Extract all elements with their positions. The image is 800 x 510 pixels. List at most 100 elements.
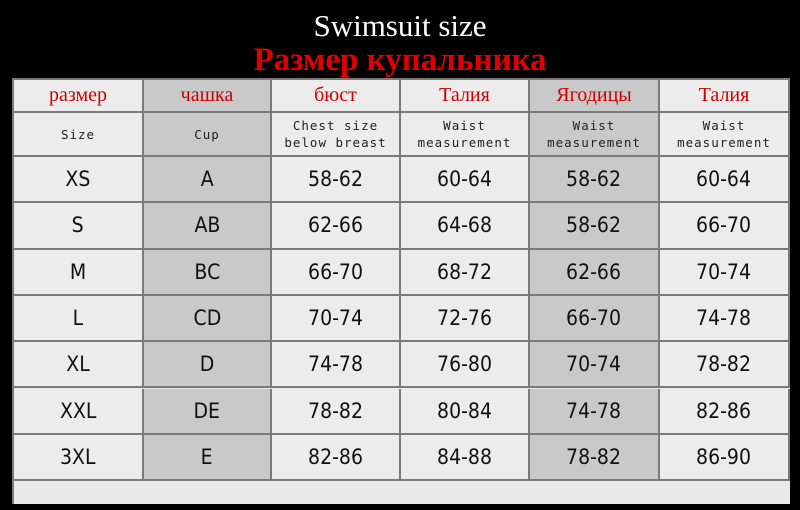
table-cell: 74-78 [660, 295, 790, 343]
cell-value: 78-82 [308, 398, 363, 423]
header-row-russian: размер чашка бюст Талия Ягодицы Талия [14, 80, 790, 113]
cell-value: XXL [59, 398, 97, 423]
header-label: Ягодицы [556, 84, 632, 106]
cell-value: 66-70 [308, 259, 363, 284]
table-row: S AB 62-66 64-68 58-62 66-70 [14, 203, 790, 250]
header-label: Chest size below breast [284, 118, 387, 150]
table-cell: 80-84 [401, 388, 530, 435]
table-cell: 70-74 [660, 249, 790, 296]
header-cell: Талия [660, 80, 790, 113]
header-label: Талия [439, 84, 490, 106]
table-cell: XXL [14, 388, 144, 435]
table-cell: 70-74 [530, 342, 660, 389]
table-cell: BC [144, 249, 272, 296]
table-cell: 60-64 [401, 157, 530, 204]
cell-value: 64-68 [437, 213, 492, 238]
table-cell: 84-88 [401, 434, 530, 482]
header-row-english: Size Cup Chest size below breast Waist m… [14, 113, 790, 157]
cell-value: 86-90 [696, 444, 752, 469]
table-cell: 68-72 [401, 249, 530, 296]
header-cell: чашка [144, 80, 272, 113]
cell-value: 62-66 [308, 213, 363, 238]
cell-value: 62-66 [566, 259, 622, 284]
header-cell: Waist measurement [401, 113, 530, 157]
table-row: M BC 66-70 68-72 62-66 70-74 [14, 249, 790, 296]
table-cell: 64-68 [401, 203, 530, 250]
table-cell: 78-82 [530, 434, 660, 482]
table-cell: 74-78 [272, 342, 401, 389]
cell-value: A [200, 167, 214, 192]
cell-value: 58-62 [566, 213, 622, 238]
cell-value: 58-62 [308, 167, 363, 192]
table-cell: 62-66 [272, 203, 401, 250]
cell-value: D [199, 352, 215, 377]
cell-value: 60-64 [696, 167, 752, 192]
header-label: бюст [314, 84, 357, 106]
table-cell: 3XL [14, 434, 144, 482]
table-cell: 82-86 [272, 434, 401, 482]
table-cell: XL [14, 342, 144, 389]
cell-value: 3XL [60, 444, 96, 469]
cell-value: S [71, 213, 85, 238]
cell-value: 82-86 [308, 444, 363, 469]
chart-title-russian: Размер купальника [253, 42, 547, 78]
header-label: Талия [698, 84, 750, 106]
table-cell: 58-62 [272, 157, 401, 204]
cell-value: DE [193, 398, 221, 423]
cell-value: 84-88 [437, 444, 492, 469]
header-cell: Waist measurement [660, 113, 790, 157]
cell-value: 60-64 [437, 167, 492, 192]
cell-value: CD [193, 306, 221, 331]
table-cell: 74-78 [530, 388, 660, 435]
table-cell: DE [144, 388, 272, 435]
cell-value: 70-74 [566, 352, 622, 377]
header-cell: бюст [272, 80, 401, 113]
cell-value: 70-74 [308, 306, 363, 331]
table-cell: A [144, 157, 272, 204]
table-cell: 66-70 [530, 295, 660, 343]
header-label: Waist measurement [417, 118, 512, 150]
cell-value: 58-62 [566, 167, 622, 192]
table-row: XXL DE 78-82 80-84 74-78 82-86 [14, 388, 790, 435]
table-cell: 66-70 [660, 203, 790, 250]
cell-value: E [201, 444, 213, 469]
table-cell: 60-64 [660, 157, 790, 204]
cell-value: 78-82 [566, 444, 622, 469]
table-cell: AB [144, 203, 272, 250]
header-cell: Талия [401, 80, 530, 113]
table-cell: 70-74 [272, 295, 401, 343]
chart-title-english: Swimsuit size [313, 8, 487, 43]
table-cell: 78-82 [660, 342, 790, 389]
header-label: Waist measurement [677, 118, 771, 150]
header-cell: Cup [144, 113, 272, 157]
table-cell: CD [144, 295, 272, 343]
cell-value: BC [194, 259, 220, 284]
table-cell: 78-82 [272, 388, 401, 435]
table-row: XS A 58-62 60-64 58-62 60-64 [14, 157, 790, 204]
cell-value: XS [65, 167, 91, 192]
table-row: 3XL E 82-86 84-88 78-82 86-90 [14, 434, 790, 482]
cell-value: 74-78 [566, 398, 622, 423]
header-label: чашка [180, 84, 234, 106]
cell-value: AB [194, 213, 220, 238]
table-cell: XS [14, 157, 144, 204]
table-cell: 58-62 [530, 203, 660, 250]
table-cell: 58-62 [530, 157, 660, 204]
header-label: Size [60, 126, 96, 142]
cell-value: XL [66, 352, 90, 377]
table-cell: D [144, 342, 272, 389]
cell-value: M [69, 259, 87, 284]
cell-value: 66-70 [566, 306, 622, 331]
table-cell: 66-70 [272, 249, 401, 296]
cell-value: L [72, 306, 84, 331]
cell-value: 82-86 [696, 398, 752, 423]
table-row: XL D 74-78 76-80 70-74 78-82 [14, 342, 790, 389]
header-cell: Waist measurement [530, 113, 660, 157]
cell-value: 76-80 [437, 352, 492, 377]
cell-value: 68-72 [437, 259, 492, 284]
header-cell: Chest size below breast [272, 113, 401, 157]
size-table: размер чашка бюст Талия Ягодицы Талия Si… [12, 78, 790, 504]
table-cell: 86-90 [660, 434, 790, 482]
header-cell: Size [14, 113, 144, 157]
